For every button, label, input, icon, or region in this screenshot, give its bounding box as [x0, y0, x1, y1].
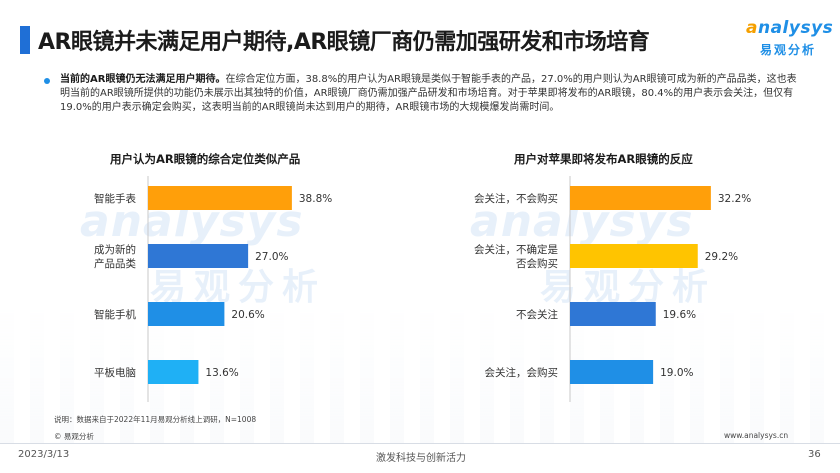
bullet-dot-icon	[44, 78, 50, 84]
bar-4	[570, 360, 654, 384]
logo-chinese-name: 易观分析	[760, 43, 817, 57]
category-label: 否会购买	[516, 257, 558, 270]
value-label: 27.0%	[255, 251, 288, 263]
value-label: 32.2%	[718, 193, 751, 205]
summary-body: 在综合定位方面，38.8%的用户认为AR眼镜是类似于智能手表的产品，27.0%的…	[60, 74, 797, 113]
analysys-logo: analysys 易观分析	[738, 16, 833, 62]
value-label: 29.2%	[705, 251, 738, 263]
category-label: 平板电脑	[94, 366, 136, 379]
category-label: 会关注，不确定是	[474, 243, 558, 256]
category-label: 智能手机	[94, 308, 136, 321]
bar-3	[148, 302, 225, 326]
category-label: 会关注，会购买	[485, 366, 559, 379]
copyright-text: © 易观分析	[54, 432, 94, 441]
chart-right-title: 用户对苹果即将发布AR眼镜的反应	[514, 152, 693, 166]
bar-2	[570, 244, 698, 268]
logo-wordmark: analysys	[746, 18, 833, 38]
chart-left-title: 用户认为AR眼镜的综合定位类似产品	[110, 152, 301, 166]
logo-word: nalysys	[757, 18, 834, 38]
bar-1	[148, 186, 292, 210]
bar-2	[148, 244, 249, 268]
summary-lead: 当前的AR眼镜仍无法满足用户期待。	[60, 74, 226, 85]
value-label: 19.6%	[663, 309, 696, 321]
footer-slogan: 激发科技与创新活力	[376, 453, 466, 464]
website-link[interactable]: www.analysys.cn	[724, 431, 789, 440]
value-label: 19.0%	[660, 367, 693, 379]
page-number: 36	[808, 449, 821, 460]
bar-1	[570, 186, 711, 210]
value-label: 38.8%	[299, 193, 332, 205]
category-label: 不会关注	[516, 308, 558, 321]
survey-note: 说明：数据来自于2022年11月易观分析线上调研，N=1008	[54, 415, 257, 424]
value-label: 13.6%	[205, 367, 238, 379]
summary-paragraph: 当前的AR眼镜仍无法满足用户期待。在综合定位方面，38.8%的用户认为AR眼镜是…	[60, 73, 800, 115]
category-label: 成为新的	[94, 243, 136, 256]
value-label: 20.6%	[231, 309, 264, 321]
category-label: 会关注，不会购买	[474, 192, 558, 205]
footer-divider	[0, 443, 840, 444]
page-title: AR眼镜并未满足用户期待,AR眼镜厂商仍需加强研发和市场培育	[38, 30, 650, 55]
bar-4	[148, 360, 199, 384]
title-accent-bar	[20, 26, 30, 54]
category-label: 智能手表	[94, 192, 136, 205]
logo-letter: a	[746, 18, 758, 38]
footer-date: 2023/3/13	[18, 449, 70, 460]
category-label: 产品品类	[94, 257, 136, 270]
bar-3	[570, 302, 656, 326]
